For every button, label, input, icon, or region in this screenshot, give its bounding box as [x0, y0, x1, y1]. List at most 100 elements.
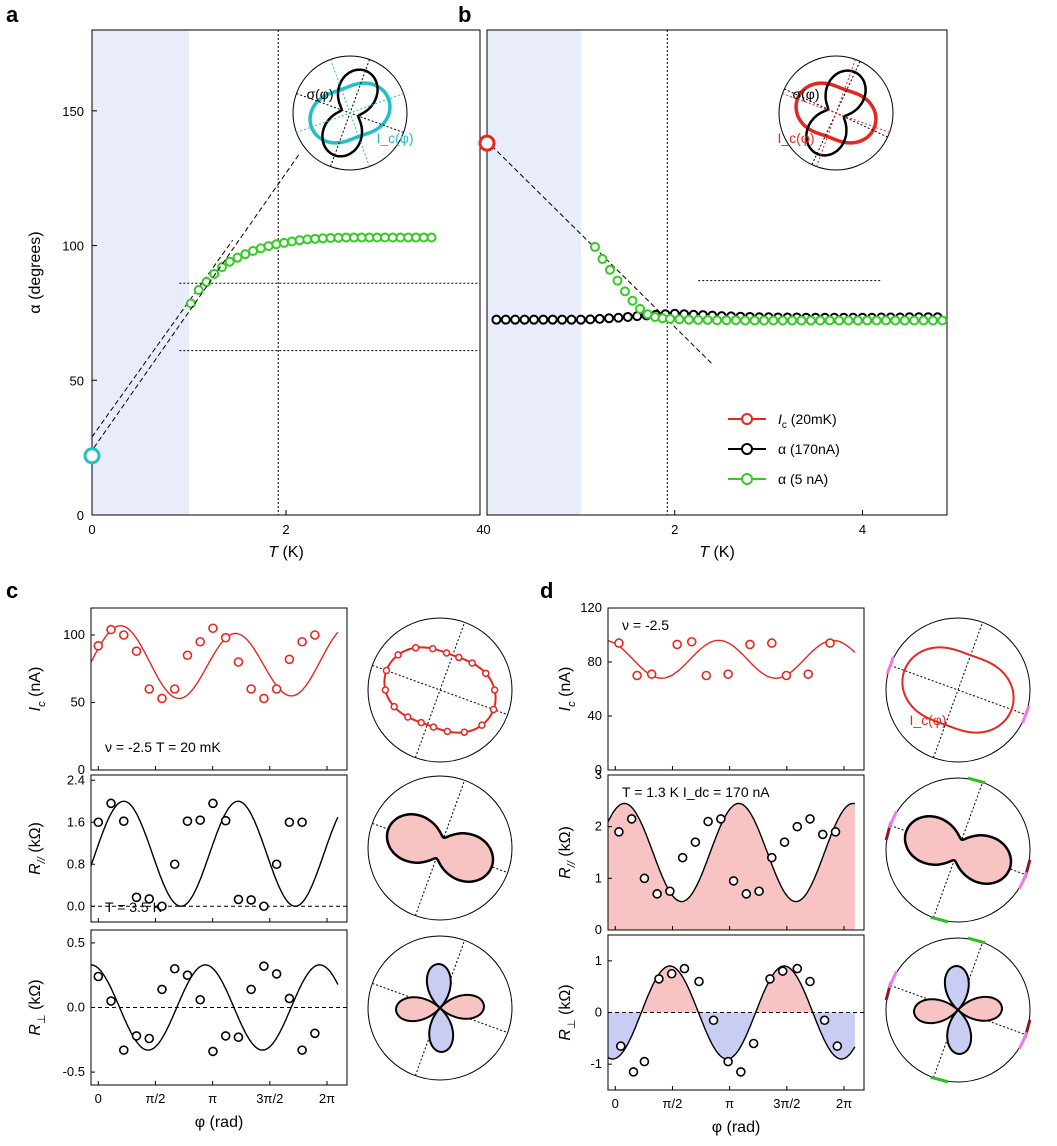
inset-sigma-label: σ(φ) [792, 86, 819, 102]
point-d2 [690, 837, 701, 847]
point-c1 [259, 693, 269, 704]
point-c2 [106, 798, 116, 809]
point-c1 [106, 624, 116, 635]
point-d3 [666, 968, 677, 979]
ylabel-sub: c [566, 701, 578, 707]
annotation-d2: T = 1.3 K I_dc = 170 nA [622, 784, 770, 800]
polar-lobe-c3 [394, 996, 442, 1023]
point-d1 [781, 670, 792, 681]
point-d2 [703, 816, 713, 827]
polar-marker [1018, 1031, 1029, 1050]
xtick-label-a: 0 [88, 522, 95, 537]
point-c2 [118, 816, 129, 827]
polar-marker [1018, 871, 1029, 890]
inset-sigma-shape-b [805, 69, 867, 157]
point-b-green [702, 314, 713, 325]
point-c1 [93, 640, 104, 651]
xlabel-unit: (K) [709, 544, 735, 561]
ytick-label-a: 150 [62, 104, 84, 119]
ylabel-symbol: R [557, 1029, 574, 1041]
point-b-black [575, 314, 586, 325]
ytick-label-c3: 0.0 [67, 1000, 85, 1015]
plot-frame-d2 [607, 774, 865, 931]
panel-letter-c: c [6, 578, 18, 603]
ylabel-a: α (degrees) [27, 231, 44, 313]
xlabel-c3: φ (rad) [195, 1114, 244, 1131]
inset-connector [93, 152, 301, 448]
point-d2 [830, 827, 841, 837]
point-d3 [792, 963, 803, 974]
point-d1 [825, 638, 835, 648]
polar-point [394, 651, 402, 659]
point-c2 [284, 817, 295, 828]
point-c3 [118, 1045, 129, 1055]
point-c1 [310, 630, 320, 640]
ylabel-symbol: R [27, 863, 44, 875]
point-b-green [749, 315, 760, 326]
point-b-green [787, 315, 798, 326]
polar-point [460, 728, 469, 736]
ylabel-c2: R// (kΩ) [27, 822, 48, 875]
point-d2 [779, 837, 790, 847]
xlabel-a: T (K) [268, 544, 304, 561]
area-d2 [608, 803, 855, 930]
point-a-green [279, 237, 290, 248]
polar-point [428, 644, 437, 653]
polar-ic-label: I_c(φ) [909, 712, 946, 728]
fit-line-d3 [608, 965, 856, 1060]
polar-lobe-d3 [943, 964, 970, 1012]
point-b-green [768, 315, 779, 326]
ytick-label-d2: 0 [595, 922, 602, 937]
point-b-green [796, 315, 807, 326]
point-b-green [589, 241, 600, 252]
annotation-c2: T = 3.5 K [105, 899, 163, 915]
polar-point [417, 718, 425, 727]
polar-marker [887, 970, 898, 989]
ylabel-unit: (kΩ) [557, 826, 574, 861]
xtick-label-d3: π/2 [663, 1096, 683, 1111]
point-c3 [220, 1031, 231, 1041]
point-a-green [426, 232, 437, 243]
area-negative-d3 [608, 1012, 855, 1059]
polar-marker [930, 915, 949, 924]
annotation-c1: ν = -2.5 T = 20 mK [105, 739, 221, 755]
point-b-black [566, 314, 577, 325]
point-d3 [708, 1015, 719, 1026]
ylabel-unit: (kΩ) [27, 822, 44, 857]
polar-lobe-c3 [438, 993, 486, 1020]
point-d1 [614, 638, 624, 648]
point-b-black [604, 313, 615, 324]
point-d3 [639, 1056, 650, 1067]
xtick-label-d3: π [725, 1096, 734, 1111]
inset-ic-label: I_c(φ) [376, 130, 413, 146]
point-c3 [284, 993, 295, 1004]
panel-letter-b: b [458, 2, 471, 27]
point-a-green [255, 243, 266, 254]
ytick-label-c2: 2.4 [67, 772, 85, 787]
point-b-green [890, 315, 901, 326]
point-b-green [843, 315, 854, 326]
point-d2 [677, 852, 688, 863]
point-b-green [852, 315, 863, 326]
point-d2 [741, 889, 752, 899]
legend-label: α (5 nA) [778, 471, 828, 487]
point-b-black [594, 313, 605, 324]
point-c3 [157, 984, 167, 995]
point-d2 [665, 886, 675, 897]
ytick-label-d3: 1 [595, 953, 602, 968]
point-a-green [286, 236, 297, 247]
polar-marker [885, 656, 895, 675]
point-c1 [284, 654, 295, 665]
point-d2 [766, 852, 777, 863]
polar-shape-d1 [901, 646, 1015, 734]
point-b-black [528, 314, 539, 325]
xtick-label-d3: 3π/2 [773, 1096, 800, 1111]
point-c1 [297, 636, 307, 647]
point-d2 [817, 829, 828, 840]
ytick-label-d1: 40 [588, 708, 602, 723]
legend-main: α (170nA) [778, 441, 840, 457]
polar-marker [930, 1075, 949, 1084]
ylabel-c1: Ic (nA) [27, 667, 48, 712]
point-d3 [765, 974, 775, 984]
legend-sub: c [782, 420, 787, 431]
